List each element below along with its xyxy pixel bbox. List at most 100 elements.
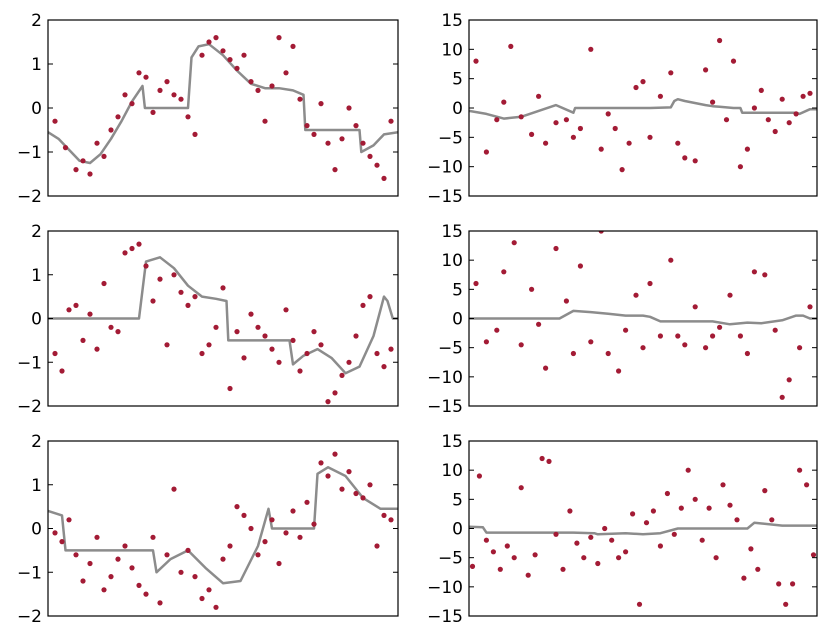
data-point bbox=[94, 346, 100, 352]
data-point bbox=[227, 385, 233, 392]
data-point bbox=[657, 543, 664, 549]
data-point bbox=[206, 39, 212, 45]
data-point bbox=[640, 345, 646, 351]
data-point bbox=[143, 263, 149, 269]
data-point bbox=[494, 327, 500, 333]
data-point bbox=[304, 350, 310, 357]
data-point bbox=[192, 131, 198, 137]
data-point bbox=[790, 581, 796, 587]
data-point bbox=[657, 333, 664, 339]
data-point bbox=[227, 57, 233, 63]
y-tick-label: −1 bbox=[17, 143, 42, 163]
data-point bbox=[157, 600, 163, 606]
data-point bbox=[560, 566, 566, 572]
data-point bbox=[563, 117, 570, 123]
data-point bbox=[360, 302, 366, 308]
data-point bbox=[62, 145, 69, 151]
y-tick-label: −5 bbox=[438, 549, 463, 569]
data-point bbox=[692, 158, 698, 164]
data-point bbox=[532, 552, 538, 558]
data-point bbox=[388, 118, 394, 124]
data-point bbox=[529, 131, 535, 137]
data-point bbox=[381, 175, 387, 181]
fit-line bbox=[48, 42, 398, 165]
data-point bbox=[797, 467, 803, 473]
data-point bbox=[367, 482, 373, 488]
data-point bbox=[178, 96, 184, 102]
data-point bbox=[108, 127, 114, 133]
data-point bbox=[346, 469, 352, 475]
data-point bbox=[668, 70, 674, 76]
data-point bbox=[668, 257, 674, 263]
data-point bbox=[671, 531, 677, 537]
data-point bbox=[213, 324, 219, 330]
data-point bbox=[483, 339, 489, 345]
data-point bbox=[664, 490, 671, 497]
data-point bbox=[367, 294, 373, 300]
data-point bbox=[325, 473, 331, 479]
data-point bbox=[262, 118, 268, 124]
data-point bbox=[762, 488, 768, 494]
data-point bbox=[626, 140, 632, 146]
data-point bbox=[640, 79, 646, 85]
data-point bbox=[59, 368, 65, 374]
data-point bbox=[553, 531, 559, 537]
data-point bbox=[346, 105, 352, 111]
data-point bbox=[804, 482, 810, 488]
data-point bbox=[783, 601, 789, 607]
data-point bbox=[692, 304, 698, 310]
data-point bbox=[769, 517, 775, 523]
data-point bbox=[508, 43, 514, 50]
data-point bbox=[494, 117, 500, 123]
data-point bbox=[758, 87, 764, 93]
data-point bbox=[619, 167, 625, 173]
y-tick-label: −2 bbox=[17, 187, 42, 207]
plot-area bbox=[48, 35, 398, 181]
y-tick-label: −2 bbox=[17, 607, 42, 627]
data-point bbox=[353, 333, 359, 339]
data-point bbox=[588, 534, 594, 540]
data-point bbox=[269, 517, 275, 523]
data-point bbox=[630, 511, 636, 517]
data-point bbox=[73, 302, 79, 308]
data-point bbox=[164, 342, 170, 348]
data-point bbox=[213, 604, 219, 610]
data-point bbox=[574, 540, 580, 546]
y-tick-label: 0 bbox=[452, 310, 463, 330]
data-point bbox=[717, 37, 723, 44]
data-point bbox=[616, 368, 622, 374]
data-point bbox=[297, 534, 303, 540]
data-point bbox=[605, 350, 611, 357]
data-point bbox=[241, 512, 247, 519]
data-point bbox=[518, 485, 524, 491]
data-point bbox=[199, 350, 205, 357]
data-point bbox=[751, 105, 758, 111]
data-point bbox=[581, 555, 587, 561]
data-point bbox=[262, 333, 268, 339]
data-point bbox=[786, 377, 792, 383]
y-tick-label: 2 bbox=[31, 432, 42, 452]
y-tick-label: 15 bbox=[441, 11, 463, 31]
y-tick-label: 1 bbox=[31, 266, 42, 286]
data-point bbox=[332, 167, 338, 173]
data-point bbox=[59, 539, 65, 545]
data-point bbox=[346, 359, 352, 365]
plot-area bbox=[469, 231, 817, 400]
data-point bbox=[87, 311, 93, 317]
data-point bbox=[490, 549, 496, 555]
data-point bbox=[643, 520, 650, 526]
data-point bbox=[762, 272, 768, 278]
y-tick-label: 5 bbox=[452, 490, 463, 510]
data-point bbox=[80, 337, 86, 343]
data-point bbox=[297, 368, 303, 374]
data-point bbox=[241, 52, 247, 58]
data-point bbox=[297, 96, 303, 102]
data-point bbox=[157, 276, 163, 282]
data-point bbox=[501, 269, 507, 275]
data-point bbox=[779, 394, 785, 400]
data-point bbox=[710, 99, 716, 105]
data-point bbox=[543, 140, 549, 146]
data-point bbox=[283, 530, 289, 536]
data-point bbox=[325, 140, 331, 146]
